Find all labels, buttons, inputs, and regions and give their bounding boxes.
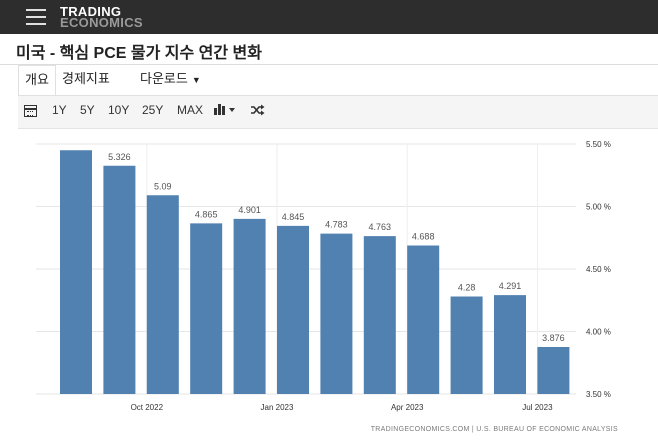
chart-type-button[interactable] — [214, 102, 236, 119]
tab-indicators[interactable]: 경제지표 — [62, 71, 110, 86]
y-axis-labels-group: 3.50 % 4.00 % 4.50 % 5.00 % 5.50 % — [586, 140, 611, 399]
top-navigation-bar: TRADING ECONOMICS — [0, 0, 658, 34]
bar-2023-06[interactable] — [494, 295, 526, 394]
page-title: 미국 - 핵심 PCE 물가 지수 연간 변화 — [16, 45, 262, 62]
bar-2022-10[interactable] — [146, 195, 179, 394]
x-tick-label: Jan 2023 — [261, 403, 294, 412]
bar-2022-09[interactable] — [103, 165, 136, 394]
y-tick-label: 5.50 % — [586, 140, 611, 149]
shuffle-button[interactable] — [251, 104, 265, 119]
range-25y-button[interactable]: 25Y — [142, 103, 164, 117]
logo-line-2: ECONOMICS — [60, 15, 143, 30]
bar-2023-07[interactable] — [537, 347, 570, 394]
shuffle-icon — [251, 104, 265, 116]
value-label-2022-10: 5.09 — [154, 181, 172, 191]
bar-2022-08[interactable] — [60, 150, 92, 394]
bar-chart-icon — [214, 104, 235, 115]
bar-2023-04[interactable] — [407, 245, 440, 395]
logo-line-1: TRADING — [60, 4, 122, 19]
bar-2023-03[interactable] — [363, 236, 396, 394]
range-max-button[interactable]: MAX — [177, 103, 204, 117]
y-tick-label: 4.00 % — [586, 328, 611, 337]
tab-download-label: 다운로드 — [140, 71, 188, 86]
bar-2023-01[interactable] — [277, 225, 309, 394]
value-label-2022-12: 4.901 — [238, 205, 261, 215]
chevron-down-icon: ▼ — [191, 75, 201, 85]
x-tick-label: Oct 2022 — [131, 403, 164, 412]
bars-group — [60, 150, 570, 395]
title-bar: 미국 - 핵심 PCE 물가 지수 연간 변화 — [0, 34, 658, 65]
hamburger-menu-icon[interactable] — [26, 9, 46, 25]
value-label-2022-09: 5.326 — [108, 152, 131, 162]
x-axis-labels-group: Oct 2022 Jan 2023 Apr 2023 Jul 2023 — [131, 403, 554, 412]
value-label-2023-03: 4.763 — [369, 222, 392, 232]
value-label-2023-06: 4.291 — [499, 281, 522, 291]
value-label-2023-05: 4.28 — [458, 283, 476, 293]
bar-2023-05[interactable] — [450, 296, 483, 395]
range-5y-button[interactable]: 5Y — [80, 103, 95, 117]
x-tick-label: Apr 2023 — [391, 403, 424, 412]
y-tick-label: 4.50 % — [586, 265, 611, 274]
range-10y-button[interactable]: 10Y — [108, 103, 130, 117]
y-tick-label: 5.00 % — [586, 203, 611, 212]
value-label-2022-11: 4.865 — [195, 209, 218, 219]
x-tick-label: Jul 2023 — [522, 403, 553, 412]
bar-2022-11[interactable] — [190, 223, 223, 394]
tab-download[interactable]: 다운로드 ▼ — [134, 65, 207, 94]
section-tabs: 개요 경제지표 다운로드 ▼ — [18, 65, 658, 96]
bar-2023-02[interactable] — [320, 233, 353, 394]
chart-toolbar: 1Y 5Y 10Y 25Y MAX — [18, 96, 658, 129]
chart-container: 5.326 5.09 4.865 4.901 4.845 4.783 4.763 4.688 4… — [18, 129, 658, 440]
tab-overview[interactable]: 개요 — [18, 65, 56, 95]
value-label-2023-02: 4.783 — [325, 220, 348, 230]
bar-chart: 5.326 5.09 4.865 4.901 4.845 4.783 4.763 4.688 4… — [36, 140, 618, 433]
range-1y-button[interactable]: 1Y — [52, 103, 67, 117]
y-tick-label: 3.50 % — [586, 390, 611, 399]
calendar-icon[interactable] — [24, 105, 37, 117]
value-label-2023-07: 3.876 — [542, 333, 565, 343]
trading-economics-logo[interactable]: TRADING ECONOMICS — [60, 4, 143, 30]
value-label-2023-04: 4.688 — [412, 232, 435, 242]
value-label-2023-01: 4.845 — [282, 212, 305, 222]
value-labels-group: 5.326 5.09 4.865 4.901 4.845 4.783 4.763 4.688 4… — [108, 152, 565, 343]
chart-source-text: TRADINGECONOMICS.COM | U.S. BUREAU OF EC… — [371, 426, 618, 433]
bar-2022-12[interactable] — [233, 218, 266, 394]
